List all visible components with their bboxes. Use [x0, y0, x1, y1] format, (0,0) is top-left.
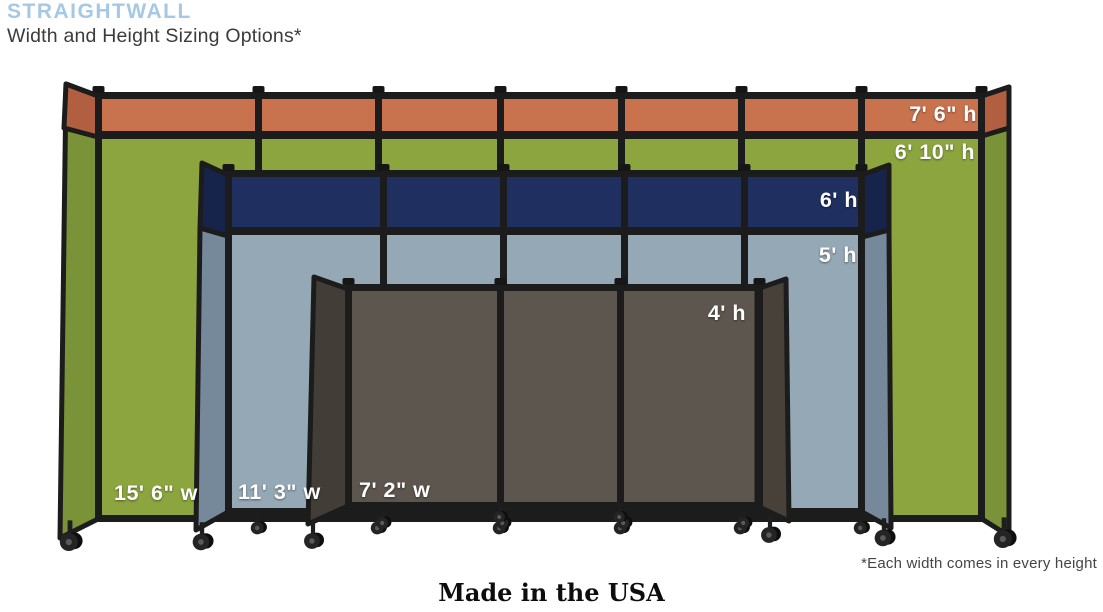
frame-rail-mid	[225, 227, 865, 235]
height-label-7ft6: 7' 6" h	[909, 102, 977, 126]
frame-rail-bottom	[225, 508, 865, 515]
brand-title: STRAIGHTWALL	[7, 0, 192, 23]
angled-end-top-band	[859, 162, 892, 240]
angled-end-panel	[859, 227, 894, 531]
frame-rail-bottom	[95, 515, 985, 522]
frame-rail-top	[225, 170, 865, 177]
angled-end-panel	[979, 84, 1012, 539]
angled-end-top-band	[197, 160, 231, 239]
width-label-7ft2: 7' 2" w	[359, 478, 431, 502]
top-band	[225, 175, 865, 231]
smallest-divider	[304, 274, 792, 549]
top-band	[95, 97, 985, 135]
angled-end-panel	[57, 81, 101, 541]
height-label-6ft10: 6' 10" h	[894, 140, 975, 164]
frame-posts	[345, 284, 763, 509]
post-caps	[342, 278, 766, 285]
angled-end-top-band	[979, 84, 1012, 139]
body-panel	[345, 289, 763, 504]
width-label-15ft6: 15' 6" w	[114, 481, 198, 505]
height-label-6ft: 6' h	[819, 188, 858, 212]
footnote: *Each width comes in every height	[861, 555, 1097, 572]
height-label-5ft: 5' h	[818, 243, 857, 267]
frame-rail-mid	[95, 131, 985, 139]
page-subtitle: Width and Height Sizing Options*	[7, 25, 302, 47]
made-in-usa-label: Made in the USA	[438, 578, 665, 607]
height-label-4ft: 4' h	[707, 301, 746, 325]
post-caps	[222, 164, 868, 171]
post-caps	[92, 86, 988, 93]
frame-rail-top	[345, 284, 763, 291]
angled-end-panel	[193, 225, 231, 533]
frame-rail-top	[95, 92, 985, 99]
frame-rail-bottom	[345, 502, 763, 509]
width-label-11ft3: 11' 3" w	[238, 480, 321, 504]
